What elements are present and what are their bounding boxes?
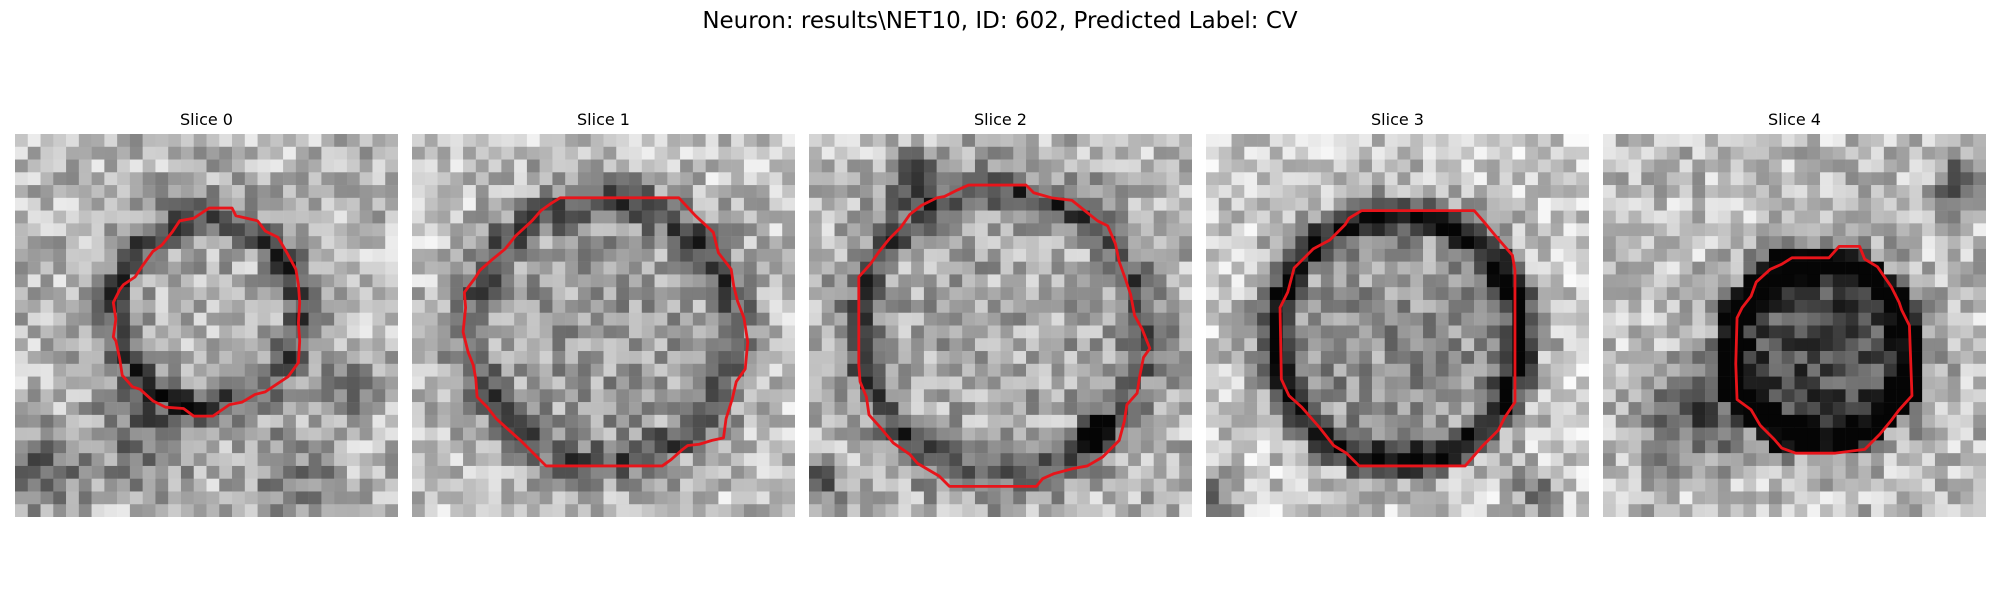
segmentation-contour [857,183,1152,488]
slice-title: Slice 4 [1768,110,1821,129]
segmentation-contour [1734,244,1914,455]
slice-title: Slice 3 [1371,110,1424,129]
slice-panel-2: Slice 2 [809,108,1192,517]
grayscale-pixels [15,134,398,517]
grayscale-pixels [1206,134,1589,517]
slice-image [1206,134,1589,517]
slice-title: Slice 2 [974,110,1027,129]
grayscale-pixels [412,134,795,517]
segmentation-contour [1278,209,1517,468]
figure-title: Neuron: results\NET10, ID: 602, Predicte… [702,8,1298,34]
segmentation-contour [461,196,750,468]
grayscale-pixels [809,134,1192,517]
segmentation-contour [111,206,302,418]
slice-title: Slice 1 [577,110,630,129]
slice-image [809,134,1192,517]
slice-image [412,134,795,517]
slice-image [1603,134,1986,517]
slice-panel-1: Slice 1 [412,108,795,517]
slice-panel-0: Slice 0 [15,108,398,517]
slice-panel-3: Slice 3 [1206,108,1589,517]
slice-panel-4: Slice 4 [1603,108,1986,517]
grayscale-pixels [1603,134,1986,517]
slice-image [15,134,398,517]
slice-title: Slice 0 [180,110,233,129]
